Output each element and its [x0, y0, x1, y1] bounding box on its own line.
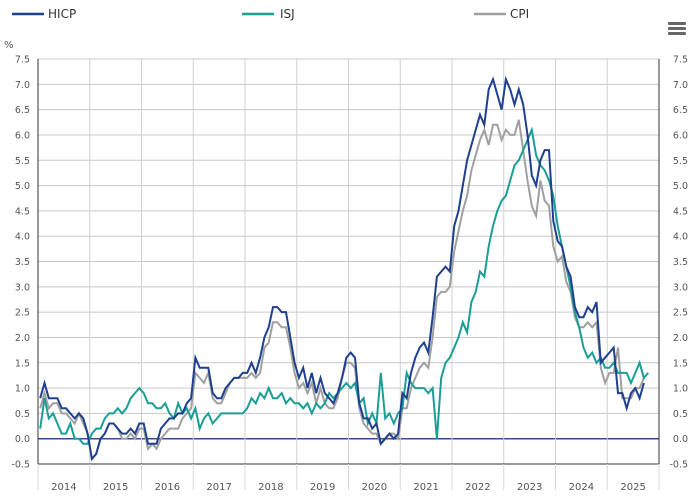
y-tick-label-right: 5.5: [673, 156, 688, 167]
y-tick-label-right: 1.0: [673, 384, 688, 395]
y-axis-right: 7.5 7.0 6.5 6.0 5.5 5.0 4.5 4.0 3.5 3.0 2.5 2.0 1.5 1…: [669, 55, 688, 471]
y-axis-unit-label: %: [4, 40, 14, 51]
y-tick-label-right: 2.5: [673, 308, 688, 319]
x-tick-label: 2020: [362, 482, 387, 493]
legend-item-cpi[interactable]: CPI: [474, 7, 529, 21]
series-group: [39, 75, 649, 462]
x-tick-label: 2022: [465, 482, 490, 493]
y-tick-label-left: 3.0: [15, 282, 30, 293]
y-tick-label-left: 5.5: [15, 156, 30, 167]
series-line-cpi[interactable]: [39, 119, 645, 462]
y-tick-label-right: 6.5: [673, 105, 688, 116]
y-tick-label-right: 1.5: [673, 358, 688, 369]
y-tick-label-left: 1.0: [15, 384, 30, 395]
y-tick-label-right: -0.5: [669, 460, 688, 471]
legend-item-hicp[interactable]: HICP: [12, 7, 76, 21]
y-tick-label-right: 4.0: [673, 232, 688, 243]
legend-item-isj[interactable]: ISJ: [242, 7, 295, 21]
y-tick-label-right: 7.0: [673, 80, 688, 91]
x-tick-label: 2021: [413, 482, 438, 493]
y-tick-label-left: 4.0: [15, 232, 30, 243]
x-axis: 2014 2015 2016 2017 2018 2019 2020 2021 2022 2023…: [37, 464, 660, 493]
hamburger-menu-icon[interactable]: [668, 22, 686, 38]
y-tick-label-left: 6.5: [15, 105, 30, 116]
y-tick-label-left: 3.5: [15, 257, 30, 268]
y-tick-label-right: 2.0: [673, 333, 688, 344]
x-tick-label: 2025: [620, 482, 645, 493]
y-tick-label-left: 0.0: [15, 434, 30, 445]
series-line-isj[interactable]: [39, 126, 649, 445]
y-tick-label-right: 3.0: [673, 282, 688, 293]
y-tick-label-right: 6.0: [673, 130, 688, 141]
legend-label-hicp: HICP: [48, 7, 76, 21]
x-tick-label: 2019: [310, 482, 335, 493]
y-tick-label-right: 0.5: [673, 409, 688, 420]
y-tick-label-left: 4.5: [15, 206, 30, 217]
y-tick-label-right: 0.0: [673, 434, 688, 445]
y-tick-label-left: 0.5: [15, 409, 30, 420]
y-tick-label-left: 2.5: [15, 308, 30, 319]
y-tick-label-left: 1.5: [15, 358, 30, 369]
x-tick-label: 2018: [258, 482, 283, 493]
y-tick-label-left: 2.0: [15, 333, 30, 344]
y-tick-label-left: 7.0: [15, 80, 30, 91]
legend: HICP ISJ CPI: [12, 7, 529, 21]
series-line-hicp[interactable]: [39, 75, 645, 462]
y-tick-label-left: 5.0: [15, 181, 30, 192]
x-tick-label: 2017: [206, 482, 231, 493]
x-tick-label: 2023: [517, 482, 542, 493]
y-tick-label-left: -0.5: [11, 460, 30, 471]
x-tick-label: 2015: [103, 482, 128, 493]
x-tick-label: 2016: [155, 482, 180, 493]
y-tick-label-left: 6.0: [15, 130, 30, 141]
y-tick-label-right: 3.5: [673, 257, 688, 268]
y-tick-label-right: 5.0: [673, 181, 688, 192]
y-axis-left: 7.5 7.0 6.5 6.0 5.5 5.0 4.5 4.0 3.5 3.0 2.5 2.0 1.5 1…: [11, 55, 30, 471]
legend-label-isj: ISJ: [280, 7, 295, 21]
y-tick-label-left: 7.5: [15, 55, 30, 66]
legend-label-cpi: CPI: [510, 7, 529, 21]
x-tick-label: 2024: [569, 482, 594, 493]
y-tick-label-right: 4.5: [673, 206, 688, 217]
y-tick-label-right: 7.5: [673, 55, 688, 66]
x-tick-label: 2014: [51, 482, 76, 493]
